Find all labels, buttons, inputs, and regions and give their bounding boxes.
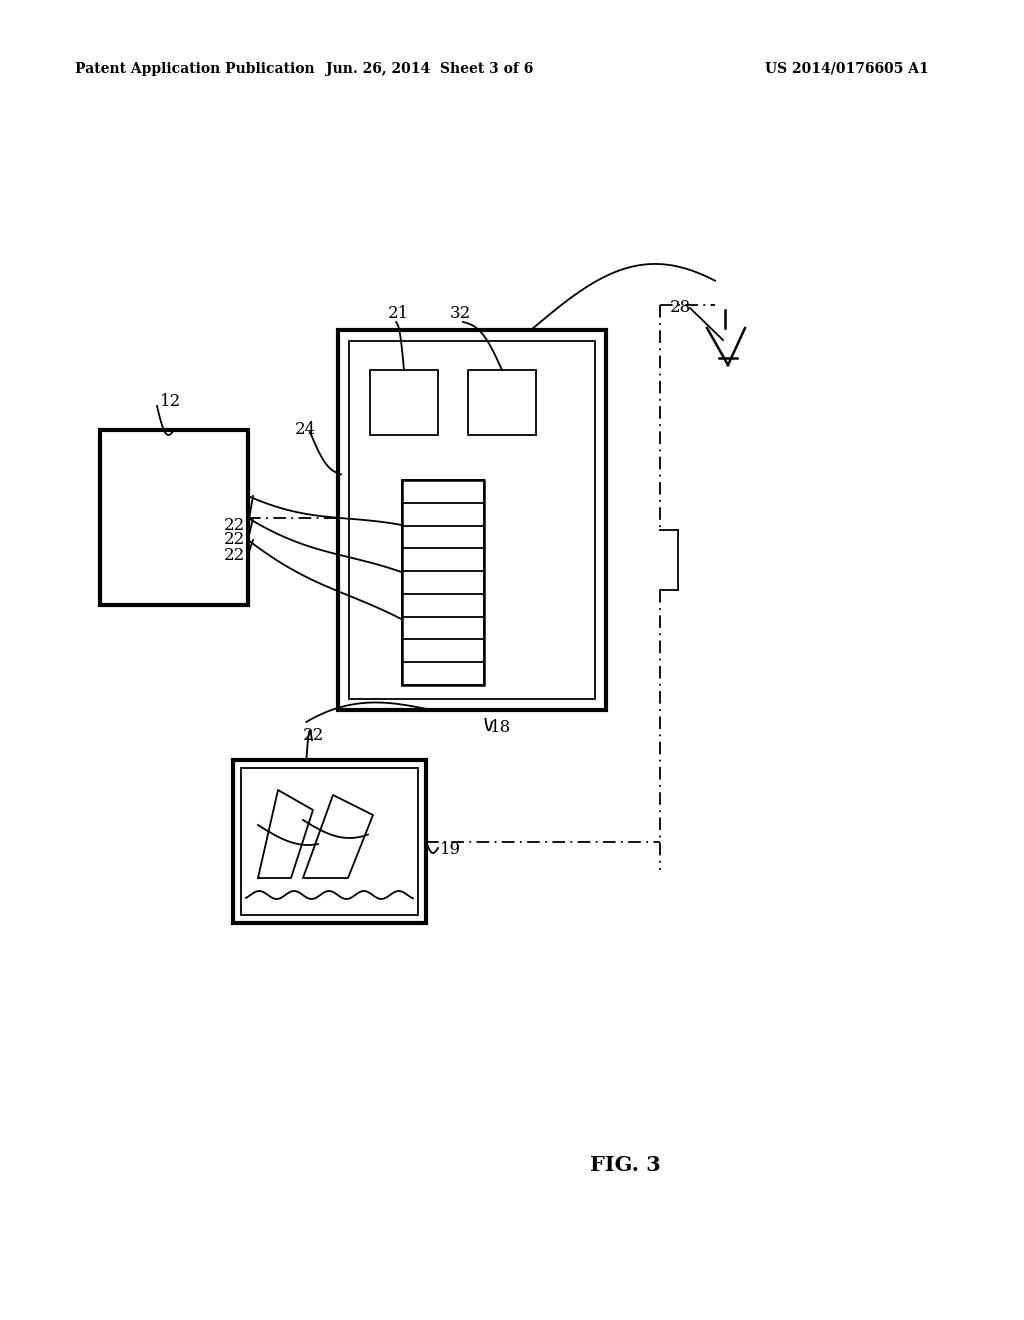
Text: Jun. 26, 2014  Sheet 3 of 6: Jun. 26, 2014 Sheet 3 of 6 (327, 62, 534, 77)
Text: 24: 24 (295, 421, 316, 438)
Text: 22: 22 (224, 546, 246, 564)
Text: 19: 19 (440, 842, 461, 858)
Text: 21: 21 (388, 305, 410, 322)
Text: US 2014/0176605 A1: US 2014/0176605 A1 (765, 62, 929, 77)
Bar (370, 370, 438, 436)
Text: 28: 28 (670, 300, 691, 317)
Text: 22: 22 (303, 726, 325, 743)
Bar (338, 330, 606, 710)
Text: 12: 12 (160, 393, 181, 411)
Bar (241, 768, 418, 915)
Text: 22: 22 (224, 516, 246, 533)
Text: 18: 18 (490, 719, 511, 737)
Text: 22: 22 (224, 532, 246, 549)
Bar (233, 760, 426, 923)
Bar (349, 341, 595, 700)
Text: FIG. 3: FIG. 3 (590, 1155, 660, 1175)
Bar (468, 370, 536, 436)
Text: 32: 32 (450, 305, 471, 322)
Text: Patent Application Publication: Patent Application Publication (75, 62, 314, 77)
Bar (402, 480, 484, 685)
Bar (100, 430, 248, 605)
